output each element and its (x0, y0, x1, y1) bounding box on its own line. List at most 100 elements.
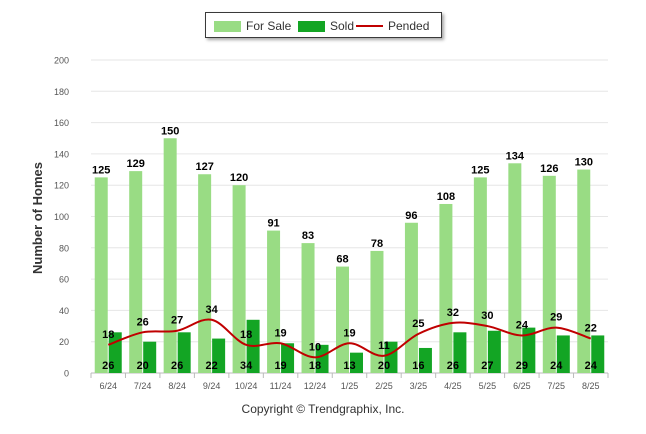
bar-for-sale (404, 222, 418, 373)
legend: For Sale Sold Pended (205, 12, 442, 38)
data-label-pended: 11 (378, 340, 390, 352)
data-label-pended: 30 (481, 310, 493, 322)
y-tick-label: 20 (59, 337, 69, 347)
bar-for-sale (370, 250, 384, 373)
x-tick-label: 7/25 (548, 381, 566, 391)
x-tick-label: 10/24 (235, 381, 258, 391)
bar-for-sale (198, 174, 212, 373)
data-label-pended: 19 (343, 327, 355, 339)
bar-for-sale (267, 230, 281, 373)
legend-item-for-sale[interactable]: For Sale (214, 19, 291, 33)
data-label-sold: 34 (240, 360, 253, 372)
x-tick-label: 3/25 (410, 381, 428, 391)
data-label-for-sale: 120 (230, 172, 248, 184)
data-label-for-sale: 125 (92, 164, 110, 176)
y-tick-label: 80 (59, 243, 69, 253)
y-tick-label: 180 (54, 87, 69, 97)
data-label-pended: 18 (102, 329, 114, 341)
y-tick-label: 120 (54, 181, 69, 191)
data-label-sold: 18 (309, 360, 321, 372)
y-tick-label: 140 (54, 149, 69, 159)
copyright-text: Copyright © Trendgraphix, Inc. (241, 402, 405, 416)
data-label-sold: 24 (550, 360, 563, 372)
data-label-pended: 24 (516, 319, 529, 331)
data-label-pended: 18 (240, 329, 252, 341)
y-tick-label: 100 (54, 212, 69, 222)
data-label-for-sale: 108 (437, 191, 455, 203)
data-label-for-sale: 83 (302, 230, 314, 242)
pended-swatch (356, 25, 383, 27)
data-label-sold: 26 (171, 360, 183, 372)
x-tick-label: 1/25 (341, 381, 359, 391)
x-tick-label: 9/24 (203, 381, 221, 391)
pended-line (107, 318, 592, 359)
data-label-sold: 19 (274, 360, 286, 372)
data-label-sold: 26 (447, 360, 459, 372)
legend-label-for-sale: For Sale (246, 19, 292, 33)
y-tick-label: 200 (54, 56, 69, 66)
data-label-sold: 16 (412, 360, 424, 372)
bar-sold (143, 341, 157, 373)
bar-for-sale (542, 175, 556, 373)
sold-swatch (298, 20, 325, 32)
x-tick-label: 5/25 (479, 381, 497, 391)
y-tick-label: 0 (64, 369, 69, 379)
bar-for-sale (439, 203, 453, 373)
for-sale-swatch (214, 20, 241, 32)
legend-item-pended[interactable]: Pended (356, 19, 429, 33)
legend-label-pended: Pended (388, 19, 430, 33)
bar-for-sale (232, 185, 246, 373)
legend-label-sold: Sold (330, 19, 355, 33)
y-axis-title: Number of Homes (30, 162, 45, 274)
data-label-for-sale: 150 (161, 125, 179, 137)
data-label-for-sale: 134 (506, 150, 525, 162)
data-label-sold: 20 (137, 360, 149, 372)
data-label-pended: 34 (206, 304, 219, 316)
bar-sold (418, 347, 432, 373)
data-label-for-sale: 129 (127, 158, 145, 170)
x-tick-label: 12/24 (304, 381, 327, 391)
data-label-pended: 32 (447, 307, 459, 319)
data-label-sold: 29 (516, 360, 528, 372)
data-label-pended: 22 (585, 323, 597, 335)
data-label-sold: 22 (206, 360, 218, 372)
y-tick-label: 160 (54, 118, 69, 128)
data-label-for-sale: 130 (575, 157, 593, 169)
data-label-for-sale: 78 (371, 238, 383, 250)
y-tick-label: 60 (59, 275, 69, 285)
bar-sold (212, 338, 226, 373)
bar-sold (384, 341, 398, 373)
x-tick-label: 8/25 (582, 381, 600, 391)
x-tick-label: 8/24 (168, 381, 186, 391)
bar-for-sale (508, 163, 522, 373)
data-label-for-sale: 96 (405, 210, 417, 222)
bar-for-sale (336, 266, 349, 373)
bar-for-sale (577, 169, 591, 373)
bar-sold (350, 352, 363, 373)
bar-sold (281, 343, 295, 373)
x-tick-label: 11/24 (270, 381, 292, 391)
data-label-pended: 19 (274, 327, 286, 339)
data-label-pended: 29 (550, 312, 562, 324)
x-tick-label: 6/25 (513, 381, 531, 391)
y-tick-label: 40 (59, 306, 69, 316)
data-label-sold: 26 (102, 360, 114, 372)
bar-for-sale (163, 138, 177, 373)
data-label-for-sale: 91 (267, 218, 279, 230)
legend-item-sold[interactable]: Sold (298, 19, 354, 33)
x-tick-label: 2/25 (375, 381, 393, 391)
bar-for-sale (473, 177, 487, 373)
data-label-for-sale: 127 (195, 161, 213, 173)
bar-sold (556, 335, 570, 373)
data-label-sold: 13 (343, 360, 355, 372)
bar-for-sale (129, 171, 143, 373)
bar-for-sale (301, 243, 315, 373)
bar-sold (177, 332, 191, 373)
bar-sold (591, 335, 605, 373)
bar-sold (315, 344, 329, 373)
bar-sold (453, 332, 467, 373)
x-tick-label: 7/24 (134, 381, 152, 391)
x-tick-label: 4/25 (444, 381, 462, 391)
data-label-sold: 20 (378, 360, 390, 372)
data-label-sold: 24 (585, 360, 598, 372)
